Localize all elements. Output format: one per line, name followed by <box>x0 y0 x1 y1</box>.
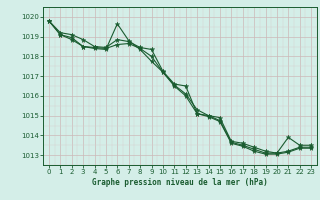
X-axis label: Graphe pression niveau de la mer (hPa): Graphe pression niveau de la mer (hPa) <box>92 178 268 187</box>
